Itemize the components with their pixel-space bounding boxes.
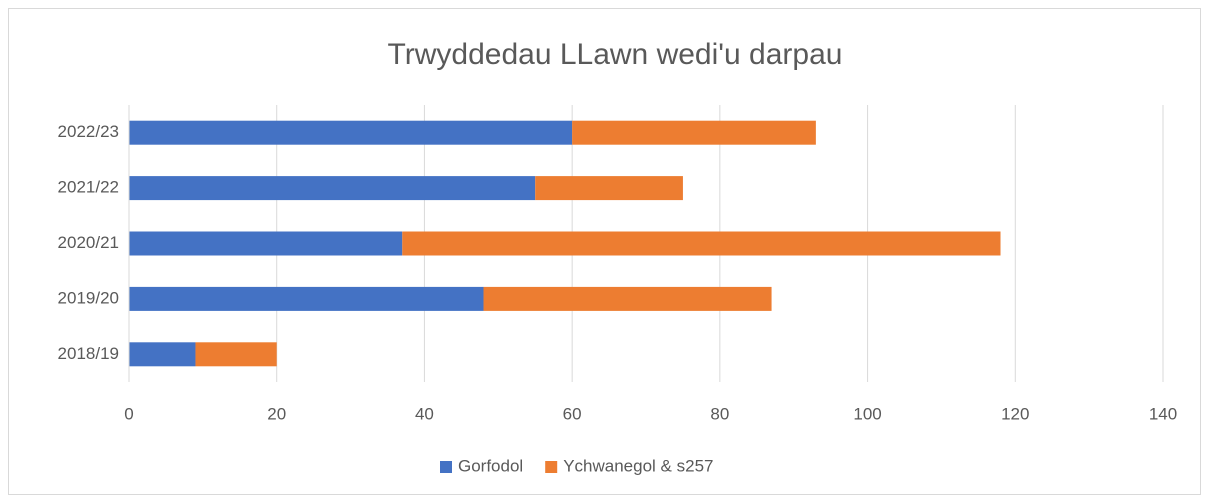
bar-segment <box>402 231 1001 256</box>
x-tick-label: 140 <box>1149 404 1177 423</box>
bar-segment <box>129 231 403 256</box>
bar-segment <box>572 120 816 145</box>
x-tick-label: 0 <box>124 404 133 423</box>
legend-swatch <box>440 461 452 473</box>
x-tick-label: 120 <box>1001 404 1029 423</box>
y-tick-label: 2022/23 <box>58 122 119 141</box>
bar-segment <box>129 120 573 145</box>
x-tick-label: 40 <box>415 404 434 423</box>
x-tick-label: 60 <box>563 404 582 423</box>
bar-segment <box>129 176 536 201</box>
bar-segment <box>483 286 772 311</box>
y-tick-label: 2020/21 <box>58 233 119 252</box>
bar-segment <box>129 342 196 367</box>
bar-segment <box>535 176 683 201</box>
chart-title: Trwyddedau LLawn wedi'u darpau <box>388 38 843 71</box>
y-tick-label: 2021/22 <box>58 178 119 197</box>
y-tick-label: 2018/19 <box>58 344 119 363</box>
legend-label: Ychwanegol & s257 <box>563 456 713 475</box>
legend-label: Gorfodol <box>458 456 523 475</box>
x-tick-label: 20 <box>267 404 286 423</box>
bar-segment <box>129 286 484 311</box>
bar-segment <box>195 342 277 367</box>
y-tick-label: 2019/20 <box>58 288 119 307</box>
x-tick-label: 80 <box>710 404 729 423</box>
legend-swatch <box>545 461 558 473</box>
x-tick-label: 100 <box>853 404 881 423</box>
